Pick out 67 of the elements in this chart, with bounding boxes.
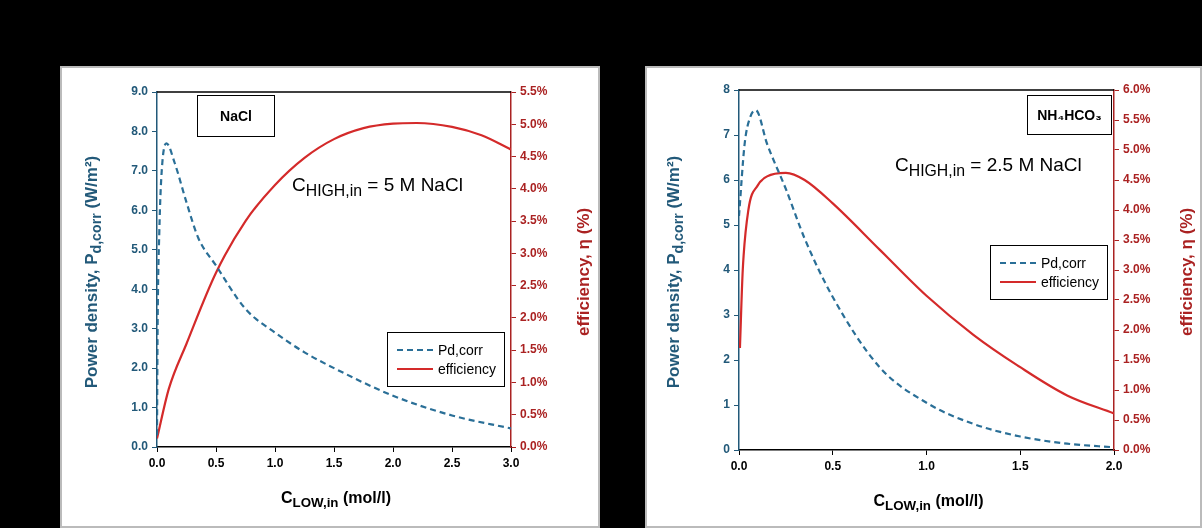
y-tick-label: 4.0 [131, 281, 149, 296]
y2-tick-label: 6.0% [1123, 82, 1151, 97]
legend-label: efficiency [437, 361, 496, 377]
y2-tick-label: 2.5% [520, 277, 548, 292]
y-tick-label: 8 [723, 82, 731, 97]
y2-tick-label: 0.5% [520, 407, 548, 422]
y2-axis-title: efficiency, η (%) [1177, 207, 1197, 337]
y2-tick-label: 0.0% [1123, 442, 1151, 457]
y-tick-label: 4 [723, 262, 731, 277]
y-tick-label: 0.0 [131, 439, 149, 454]
annotation: C$_{HIGH,in}$ = 5 M NaCl [292, 174, 463, 200]
y2-tick-label: 4.5% [520, 148, 548, 163]
x-tick-label: 0.5 [207, 455, 225, 470]
y2-tick-label: 4.0% [1123, 202, 1151, 217]
y-tick-label: 7.0 [131, 163, 149, 178]
y2-tick-label: 1.5% [520, 342, 548, 357]
y-tick-label: 3.0 [131, 320, 149, 335]
y-tick-label: 6 [723, 172, 731, 187]
y-tick-label: 5.0 [131, 242, 149, 257]
y-tick-label: 6.0 [131, 202, 149, 217]
y-tick-label: 8.0 [131, 123, 149, 138]
annotation: NaCl [220, 108, 252, 124]
y-tick-label: 0 [723, 442, 731, 457]
y2-tick-label: 0.0% [520, 439, 548, 454]
y2-tick-label: 3.0% [1123, 262, 1151, 277]
x-tick-label: 1.0 [918, 458, 936, 473]
annotation: C$_{HIGH,in}$ = 2.5 M NaCl [895, 154, 1082, 180]
x-tick-label: 2.5 [443, 455, 461, 470]
y2-axis-title: efficiency, η (%) [574, 207, 594, 336]
y2-tick-label: 3.5% [520, 213, 548, 228]
y-tick-label: 7 [723, 127, 731, 142]
y-tick-label: 9.0 [131, 84, 149, 99]
y2-tick-label: 5.5% [520, 84, 548, 99]
annotation: NH₄HCO₃ [1037, 107, 1102, 123]
x-tick-label: 1.0 [266, 455, 284, 470]
x-tick-label: 2.0 [1105, 458, 1123, 473]
legend-label: Pd,corr [437, 342, 484, 358]
y2-tick-label: 1.0% [1123, 382, 1151, 397]
x-tick-label: 1.5 [1011, 458, 1029, 473]
y2-tick-label: 1.0% [520, 374, 548, 389]
y2-tick-label: 5.0% [520, 116, 548, 131]
y-tick-label: 1.0 [131, 399, 149, 414]
y2-tick-label: 5.5% [1123, 112, 1151, 127]
y-tick-label: 2.0 [131, 360, 149, 375]
x-axis-title: C$_{LOW,in}$ (mol/l) [873, 492, 984, 514]
legend-label: efficiency [1040, 273, 1099, 290]
legend-label: Pd,corr [1040, 254, 1087, 271]
y2-tick-label: 3.5% [1123, 232, 1151, 247]
y2-tick-label: 2.0% [1123, 322, 1151, 337]
y2-tick-label: 0.5% [1123, 412, 1151, 427]
x-tick-label: 0.0 [148, 455, 166, 470]
y2-tick-label: 5.0% [1123, 142, 1151, 157]
x-tick-label: 0.5 [824, 458, 842, 473]
x-tick-label: 1.5 [325, 455, 343, 470]
x-tick-label: 3.0 [502, 455, 520, 470]
y2-tick-label: 1.5% [1123, 352, 1151, 367]
y2-tick-label: 4.5% [1123, 172, 1151, 187]
y-tick-label: 3 [723, 307, 731, 322]
y-tick-label: 1 [723, 397, 731, 412]
y2-tick-label: 3.0% [520, 245, 548, 260]
x-axis-title: C$_{LOW,in}$ (mol/l) [281, 489, 391, 511]
y2-tick-label: 2.5% [1123, 292, 1151, 307]
x-tick-label: 2.0 [384, 455, 402, 470]
y-tick-label: 5 [723, 217, 731, 232]
y2-tick-label: 2.0% [520, 310, 548, 325]
y2-tick-label: 4.0% [520, 181, 548, 196]
y-tick-label: 2 [723, 352, 731, 367]
